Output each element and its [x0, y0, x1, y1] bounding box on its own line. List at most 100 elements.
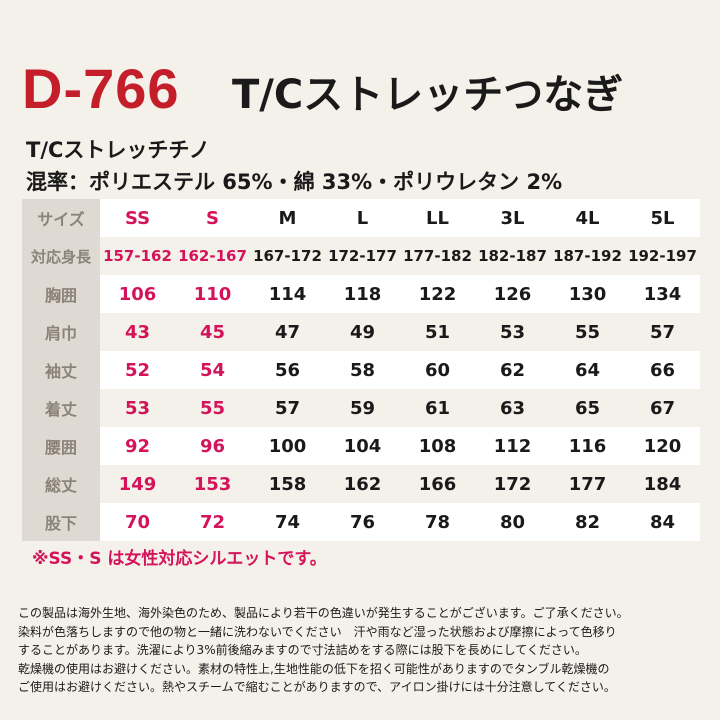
product-code: D-766	[22, 57, 180, 120]
table-row: 袖丈 52 54 56 58 60 62 64 66	[22, 351, 700, 389]
table-cell: 177	[568, 473, 607, 495]
table-cell: 57	[649, 321, 676, 343]
table-cell: 45	[199, 321, 226, 343]
row-label: 股下	[22, 503, 100, 541]
table-cell: 74	[274, 511, 301, 533]
table-cell: M	[278, 207, 297, 229]
table-cell: 4L	[575, 207, 600, 229]
table-cell: 187-192	[553, 247, 622, 265]
table-cell: 64	[574, 359, 601, 381]
table-cell: 92	[124, 435, 151, 457]
table-cell: 162	[343, 473, 382, 495]
table-cell: 62	[499, 359, 526, 381]
row-label: 着丈	[22, 389, 100, 427]
table-cell: 184	[643, 473, 682, 495]
table-cell: 57	[274, 397, 301, 419]
product-title: T/Cストレッチつなぎ	[232, 72, 624, 118]
table-cell: 162-167	[178, 247, 247, 265]
table-cell: 149	[118, 473, 157, 495]
table-cell: 177-182	[403, 247, 472, 265]
table-cell: 134	[643, 283, 682, 305]
table-cell: 59	[349, 397, 376, 419]
table-cell: LL	[426, 207, 449, 229]
table-cell: L	[356, 207, 369, 229]
table-cell: 167-172	[253, 247, 322, 265]
table-cell: 82	[574, 511, 601, 533]
table-cell: 153	[193, 473, 232, 495]
table-cell: 52	[124, 359, 151, 381]
disclaimer-line: することがあります。洗濯により3%前後縮みますので寸法詰めをする際には股下を長め…	[18, 643, 587, 657]
table-row: 対応身長 157-162 162-167 167-172 172-177 177-182 1…	[22, 237, 700, 275]
table-row: 肩巾 43 45 47 49 51 53 55 57	[22, 313, 700, 351]
table-cell: 84	[649, 511, 676, 533]
table-cell: 172	[493, 473, 532, 495]
table-cell: 78	[424, 511, 451, 533]
table-cell: 70	[124, 511, 151, 533]
note: ※SS・S は女性対応シルエットです。	[32, 549, 327, 569]
table-cell: 58	[349, 359, 376, 381]
table-cell: 157-162	[103, 247, 172, 265]
fabric-blend: 混率：ポリエステル 65%・綿 33%・ポリウレタン 2%	[26, 170, 563, 194]
table-cell: 104	[343, 435, 382, 457]
table-cell: 5L	[650, 207, 675, 229]
row-label: 袖丈	[22, 351, 100, 389]
table-cell: 100	[268, 435, 307, 457]
table-cell: 55	[199, 397, 226, 419]
table-cell: 66	[649, 359, 676, 381]
table-cell: 80	[499, 511, 526, 533]
table-cell: 43	[124, 321, 151, 343]
table-cell: 110	[193, 283, 232, 305]
table-row: 股下 70 72 74 76 78 80 82 84	[22, 503, 700, 541]
disclaimer-line: ご使用はお避けください。熱やスチームで縮むことがありますので、アイロン掛けには十…	[18, 680, 616, 694]
table-row: 胸囲 106 110 114 118 122 126 130 134	[22, 275, 700, 313]
row-label: 総丈	[22, 465, 100, 503]
table-cell: 3L	[500, 207, 525, 229]
table-row: 腰囲 92 96 100 104 108 112 116 120	[22, 427, 700, 465]
table-cell: 53	[124, 397, 151, 419]
table-cell: 96	[199, 435, 226, 457]
table-cell: 53	[499, 321, 526, 343]
table-cell: SS	[124, 207, 151, 229]
row-label: サイズ	[22, 199, 100, 237]
table-cell: 61	[424, 397, 451, 419]
table-cell: 158	[268, 473, 307, 495]
table-cell: 118	[343, 283, 382, 305]
table-cell: S	[206, 207, 219, 229]
table-row: 総丈 149 153 158 162 166 172 177 184	[22, 465, 700, 503]
disclaimer-line: 染料が色落ちしますので他の物と一緒に洗わないでください 汗や雨など湿った状態およ…	[18, 624, 617, 639]
table-cell: 67	[649, 397, 676, 419]
table-cell: 172-177	[328, 247, 397, 265]
table-row: サイズ SS S M L LL 3L 4L 5L	[22, 199, 700, 237]
table-cell: 72	[199, 511, 226, 533]
table-cell: 112	[493, 435, 532, 457]
table-cell: 56	[274, 359, 301, 381]
table-cell: 114	[268, 283, 307, 305]
row-label: 腰囲	[22, 427, 100, 465]
row-label: 肩巾	[22, 313, 100, 351]
table-cell: 76	[349, 511, 376, 533]
disclaimer-line: 乾燥機の使用はお避けください。素材の特性上,生地性能の低下を招く可能性があります…	[18, 661, 610, 676]
table-cell: 192-197	[628, 247, 697, 265]
disclaimer: この製品は海外生地、海外染色のため、製品により若干の色違いが発生することがござい…	[18, 604, 629, 697]
table-cell: 166	[418, 473, 457, 495]
table-cell: 54	[199, 359, 226, 381]
table-row: 着丈 53 55 57 59 61 63 65 67	[22, 389, 700, 427]
table-cell: 126	[493, 283, 532, 305]
size-table: サイズ SS S M L LL 3L 4L 5L 対応身長 157-162 162-167 167-17…	[22, 199, 700, 541]
table-cell: 55	[574, 321, 601, 343]
table-cell: 106	[118, 283, 157, 305]
table-cell: 182-187	[478, 247, 547, 265]
table-cell: 116	[568, 435, 607, 457]
table-cell: 47	[274, 321, 301, 343]
row-label: 胸囲	[22, 275, 100, 313]
table-cell: 49	[349, 321, 376, 343]
table-cell: 60	[424, 359, 451, 381]
disclaimer-line: この製品は海外生地、海外染色のため、製品により若干の色違いが発生することがござい…	[18, 606, 629, 620]
table-cell: 120	[643, 435, 682, 457]
table-cell: 63	[499, 397, 526, 419]
fabric-name: T/Cストレッチチノ	[26, 138, 210, 162]
table-cell: 65	[574, 397, 601, 419]
table-cell: 51	[424, 321, 451, 343]
table-cell: 108	[418, 435, 457, 457]
